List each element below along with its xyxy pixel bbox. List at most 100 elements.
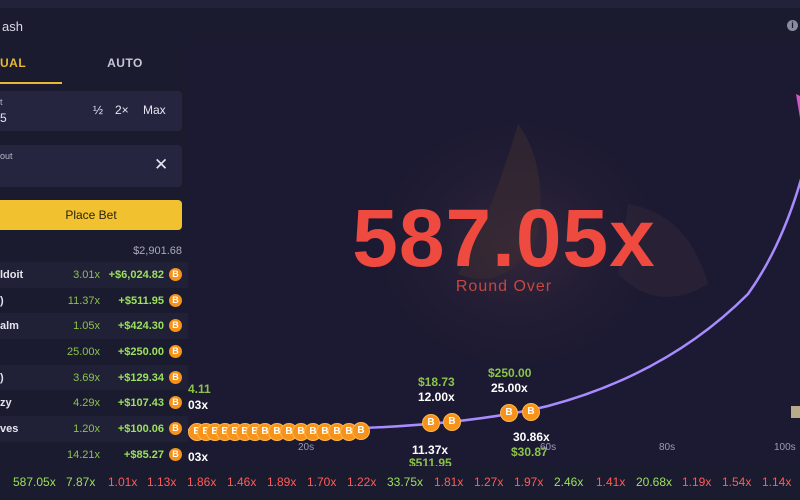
history-multiplier[interactable]: 1.19x (682, 475, 712, 489)
tab-auto[interactable]: AUTO (107, 56, 143, 70)
game-header: ash i (0, 8, 800, 44)
history-multiplier[interactable]: 33.75x (387, 475, 424, 489)
double-amount-button[interactable]: 2× (115, 103, 129, 117)
crash-multiplier: 587.05x (352, 193, 656, 284)
tab-manual[interactable]: UAL (0, 44, 62, 84)
cashout-chip: 12.00x (418, 390, 455, 404)
crash-history-bar: 587.05x 7.87x 1.01x 1.13x 1.86x 1.46x 1.89x 1.7… (0, 466, 800, 500)
bet-multiplier: 1.05x (73, 320, 100, 333)
finish-flag-icon (791, 406, 800, 418)
bet-profit: +$511.95 (118, 294, 164, 307)
bet-profit: +$100.06 (117, 423, 164, 436)
rocket-flame-shape (618, 204, 708, 297)
history-multiplier[interactable]: 1.89x (267, 475, 297, 489)
history-multiplier[interactable]: 1.13x (147, 475, 177, 489)
bet-player-name: ves (0, 423, 19, 436)
cashout-chip: 30.86x (513, 430, 550, 444)
crash-graph (188, 94, 800, 432)
bet-row: 14.21x +$85.27 B (0, 442, 188, 468)
bet-profit: +$129.34 (117, 371, 164, 384)
auto-cashout-field[interactable]: out ✕ (0, 145, 182, 187)
bitcoin-icon: B (169, 293, 182, 307)
bet-multiplier: 3.01x (73, 269, 100, 281)
bitcoin-icon: B (169, 422, 182, 436)
time-axis-label: 80s (659, 442, 676, 453)
rocket-icon (796, 94, 800, 118)
total-bet-amount: $2,901.68 (133, 245, 182, 257)
time-axis-label: 60s (540, 442, 557, 453)
bet-amount-label: t (0, 97, 3, 107)
bet-row: ldoit 3.01x +$6,024.82 B (0, 262, 188, 288)
history-multiplier[interactable]: 1.22x (347, 475, 377, 489)
bitcoin-icon: B (169, 345, 182, 359)
bet-multiplier: 11.37x (67, 294, 100, 307)
bitcoin-icon: B (443, 413, 461, 431)
bitcoin-icon: B (352, 422, 370, 440)
bet-profit: +$85.27 (123, 448, 164, 461)
bet-amount-value[interactable]: 5 (0, 111, 7, 125)
bet-player-name: ) (0, 371, 4, 384)
history-multiplier[interactable]: 1.01x (108, 475, 138, 489)
rocket-silhouette-icon (458, 124, 541, 279)
history-multiplier[interactable]: 1.46x (227, 475, 257, 489)
history-multiplier[interactable]: 1.14x (762, 475, 792, 489)
cashout-chip: $511.95 (409, 456, 452, 466)
half-amount-button[interactable]: ½ (93, 103, 104, 117)
history-multiplier[interactable]: 1.70x (307, 475, 337, 489)
bet-row: alm 1.05x +$424.30 B (0, 313, 188, 340)
cashout-chip: $18.73 (418, 375, 455, 389)
cashout-chip: 25.00x (491, 381, 528, 395)
bet-row: ) 3.69x +$129.34 B (0, 364, 188, 391)
top-strip (0, 0, 800, 8)
bet-multiplier: 25.00x (66, 346, 100, 359)
bet-player-name: zy (0, 397, 12, 410)
time-axis-label: 20s (298, 442, 315, 453)
history-multiplier[interactable]: 20.68x (636, 475, 673, 489)
bitcoin-icon: B (422, 414, 440, 432)
cashout-chip: 03x (188, 450, 209, 464)
history-multiplier[interactable]: 7.87x (66, 475, 96, 489)
bet-multiplier: 14.21x (66, 448, 100, 461)
history-multiplier[interactable]: 1.54x (722, 475, 752, 489)
history-multiplier[interactable]: 587.05x (13, 475, 56, 489)
bet-mode-tabs: UAL AUTO (0, 44, 188, 84)
bet-multiplier: 4.29x (73, 397, 100, 410)
bet-multiplier: 1.20x (73, 423, 100, 436)
history-multiplier[interactable]: 1.86x (187, 475, 217, 489)
bitcoin-icon: B (169, 268, 182, 281)
bet-row: zy 4.29x +$107.43 B (0, 390, 188, 416)
cashout-chip: 11.37x (412, 443, 449, 457)
crash-game-area: BBBBBBBBBBBBBBBBBBBB 587.05x Round Over … (188, 44, 800, 466)
game-title: ash (2, 18, 23, 34)
bitcoin-icon: B (169, 447, 182, 461)
bitcoin-icon: B (522, 403, 540, 421)
bet-player-name: ldoit (0, 269, 24, 281)
bet-row: 25.00x +$250.00 B (0, 339, 188, 365)
bet-multiplier: 3.69x (73, 371, 100, 384)
cashout-chip: 4.11 (188, 382, 211, 396)
history-multiplier[interactable]: 2.46x (554, 475, 584, 489)
bitcoin-icon: B (169, 370, 182, 384)
bitcoin-icon: B (169, 396, 182, 410)
history-multiplier[interactable]: 1.81x (434, 475, 464, 489)
history-multiplier[interactable]: 1.27x (474, 475, 504, 489)
bet-player-name: ) (0, 294, 4, 307)
place-bet-button[interactable]: Place Bet (0, 200, 182, 230)
bet-profit: +$250.00 (117, 346, 164, 359)
info-icon[interactable]: i (787, 20, 798, 31)
cashout-chip: 03x (188, 398, 209, 412)
bitcoin-icon: B (500, 404, 518, 422)
cashout-chip: $250.00 (488, 366, 532, 380)
bet-profit: +$424.30 (117, 320, 164, 333)
bet-profit: +$6,024.82 (108, 269, 164, 281)
history-multiplier[interactable]: 1.97x (514, 475, 544, 489)
bet-row: ) 11.37x +$511.95 B (0, 288, 188, 314)
history-multiplier[interactable]: 1.41x (596, 475, 626, 489)
bet-amount-field[interactable]: t 5 ½ 2× Max (0, 91, 182, 131)
clear-icon[interactable]: ✕ (154, 155, 169, 174)
cashout-chip: $30.87 (511, 445, 548, 459)
bet-profit: +$107.43 (117, 397, 164, 410)
max-amount-button[interactable]: Max (143, 103, 166, 117)
bet-row: ves 1.20x +$100.06 B (0, 416, 188, 442)
